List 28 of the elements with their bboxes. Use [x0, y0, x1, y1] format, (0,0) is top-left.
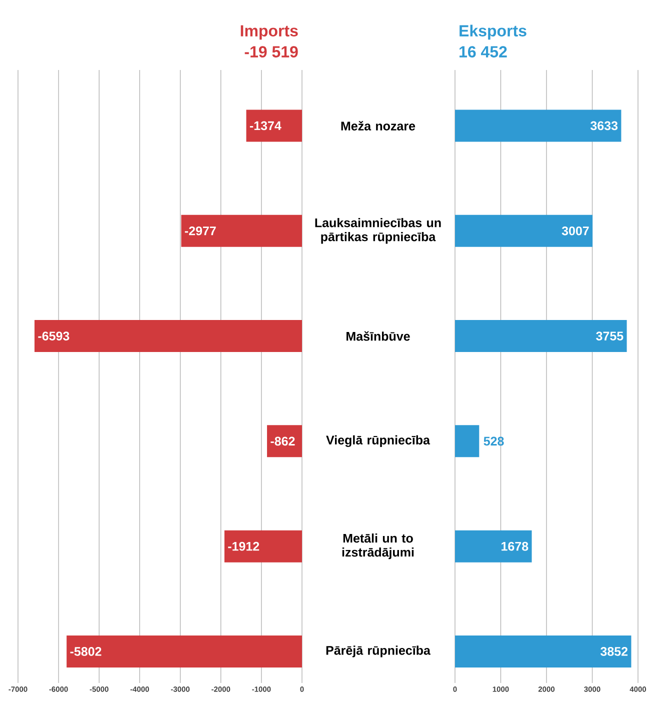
- data-label: 3852: [600, 647, 628, 656]
- data-label: -862: [270, 436, 295, 446]
- data-label: 1678: [502, 542, 528, 551]
- data-label: 3007: [562, 226, 589, 236]
- data-label: -5802: [70, 647, 102, 656]
- y-tick-label: Mašīnbūve: [346, 331, 410, 341]
- chart-title: Eksports: [460, 24, 526, 40]
- chart-title: Imports: [240, 25, 298, 40]
- y-tick-label: Lauksaimniecības un pārtikas rūpniecība: [315, 218, 441, 244]
- chart-subtitle: -19 519: [244, 46, 298, 58]
- y-tick-label: Metāli un to izstrādājumi: [342, 533, 414, 560]
- data-label: -1912: [228, 542, 260, 551]
- bar: [455, 425, 480, 458]
- data-label: 3633: [590, 121, 618, 130]
- bar: [455, 635, 632, 668]
- y-tick-label: Meža nozare: [341, 121, 416, 130]
- bar: [455, 110, 622, 142]
- data-label: 3755: [596, 332, 624, 340]
- y-tick-label: Pārējā rūpniecība: [326, 646, 431, 658]
- bar: [455, 320, 627, 352]
- bar: [455, 214, 593, 247]
- chart-subtitle: 16 452: [460, 46, 507, 58]
- bar: [455, 530, 532, 562]
- data-label: -1374: [250, 121, 282, 130]
- data-label: -6593: [38, 332, 70, 340]
- data-label: 528: [484, 436, 504, 446]
- y-tick-label: Vieglā rūpniecība: [326, 435, 430, 448]
- data-label: -2977: [184, 226, 216, 236]
